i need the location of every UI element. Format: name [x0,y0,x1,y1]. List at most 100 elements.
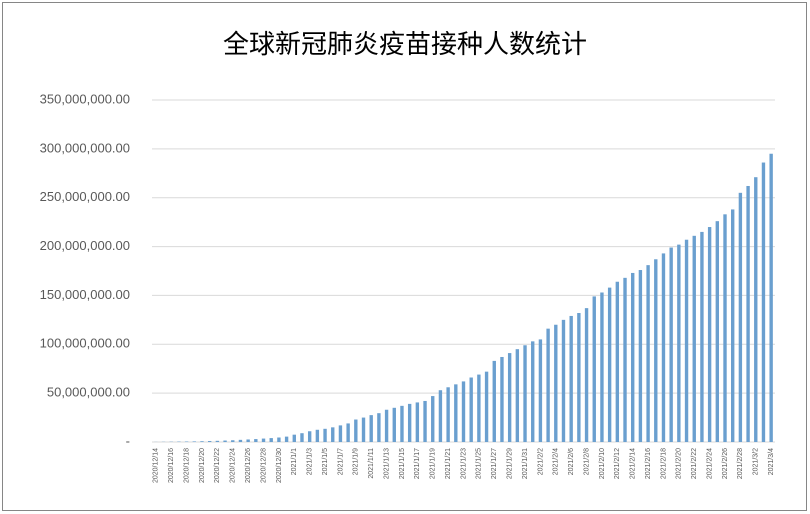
x-tick-label: 2021/1/23 [460,448,467,479]
bar [631,272,635,442]
bar [715,221,720,442]
x-tick-label: 2021/2/12 [614,448,621,479]
bar [677,244,681,442]
bar [323,428,327,442]
bar [423,400,427,442]
bar [646,265,650,442]
x-tick-label: 2021/3/4 [768,448,775,475]
bar [615,281,620,442]
bar [400,405,404,442]
x-tick-label: 2021/2/2 [537,448,544,475]
bar [500,356,504,442]
bar [769,153,773,442]
bar [538,339,543,442]
y-tick-label: 50,000,000.00 [47,385,130,400]
bar [723,214,727,442]
bar [407,403,412,442]
bar [277,437,281,442]
bar [569,315,573,442]
x-tick-label: 2021/2/6 [568,448,575,475]
bar [384,409,389,442]
bar [707,227,712,442]
x-tick-label: 2021/2/24 [706,448,713,479]
bar [207,441,212,442]
x-tick-label: 2021/2/14 [630,448,637,479]
bar [438,390,443,442]
bar [300,433,304,442]
y-tick-label: 100,000,000.00 [40,336,130,351]
x-tick-label: 2021/1/1 [291,448,298,475]
bar [392,407,396,442]
bar [238,439,243,442]
bar [261,438,266,442]
bar [654,259,658,442]
x-tick-label: 2021/1/31 [522,448,529,479]
x-tick-label: 2021/1/3 [307,448,314,475]
y-tick-label: - [126,433,130,448]
y-tick-label: 150,000,000.00 [40,287,130,302]
bar [254,439,258,442]
chart-title: 全球新冠肺炎疫苗接种人数统计 [223,30,587,60]
bar [269,438,273,442]
x-tick-label: 2020/12/24 [230,448,237,483]
bar [223,440,227,442]
x-tick-label: 2021/3/2 [753,448,760,475]
bar [292,434,296,442]
y-tick-label: 300,000,000.00 [40,140,130,155]
bar [331,427,335,442]
x-tick-label: 2021/1/9 [353,448,360,475]
bar [692,235,696,442]
bar [700,231,704,442]
x-tick-label: 2021/2/16 [645,448,652,479]
bar [507,353,512,442]
bar [746,185,750,442]
bar [338,425,343,442]
bar [484,371,489,442]
x-tick-label: 2021/2/28 [737,448,744,479]
bar [592,296,596,442]
x-tick-label: 2021/1/11 [368,448,375,479]
bar [661,253,666,442]
x-tick-label: 2020/12/16 [168,448,175,483]
bar [415,402,420,442]
bar [754,177,758,443]
x-tick-label: 2021/2/22 [691,448,698,479]
bar [669,247,673,442]
x-tick-label: 2021/1/29 [506,448,513,479]
bar [515,349,520,442]
bar [546,328,550,442]
bar [577,313,581,442]
x-tick-label: 2021/2/20 [676,448,683,479]
y-tick-label: 350,000,000.00 [40,91,130,106]
bar [561,319,566,442]
x-tick-label: 2020/12/20 [199,448,206,483]
x-tick-label: 2021/1/5 [322,448,329,475]
bar [492,360,496,442]
x-tick-label: 2020/12/14 [153,448,160,483]
bar [369,415,373,442]
bar [315,429,320,442]
x-tick-label: 2021/1/19 [430,448,437,479]
bar [607,287,612,442]
x-tick-label: 2020/12/30 [276,448,283,483]
bar [361,417,366,442]
x-tick-label: 2021/1/17 [414,448,421,479]
x-tick-label: 2021/1/21 [445,448,452,479]
bar [431,396,435,442]
bar [761,162,766,442]
x-tick-label: 2021/1/27 [491,448,498,479]
bar [231,440,235,442]
bar [246,439,250,442]
bar [523,345,527,442]
bar [377,413,381,442]
bar [192,441,196,442]
bar [346,423,350,442]
bar [307,431,312,442]
x-tick-label: 2021/2/18 [660,448,667,479]
bar [200,441,204,442]
bar [461,381,466,442]
x-tick-label: 2020/12/28 [260,448,267,483]
x-tick-label: 2021/2/8 [583,448,590,475]
x-tick-label: 2020/12/22 [214,448,221,483]
